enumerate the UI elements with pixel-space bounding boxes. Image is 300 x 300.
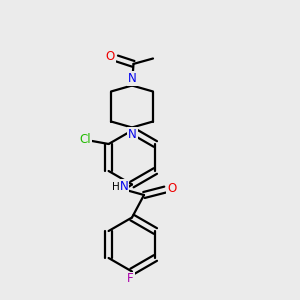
- Text: N: N: [128, 128, 137, 141]
- Text: N: N: [119, 180, 128, 193]
- Text: H: H: [112, 182, 119, 192]
- Text: O: O: [106, 50, 115, 63]
- Text: O: O: [167, 182, 176, 195]
- Text: F: F: [127, 272, 134, 286]
- Text: Cl: Cl: [80, 133, 91, 146]
- Text: N: N: [128, 72, 137, 86]
